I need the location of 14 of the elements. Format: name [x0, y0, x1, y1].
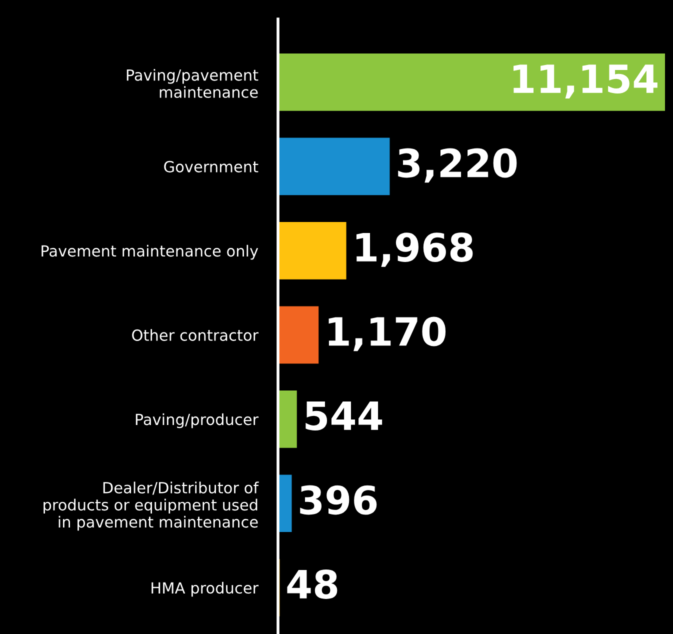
data-label: 48 [287, 570, 338, 599]
y-tick-label: Other contractor [132, 329, 259, 341]
data-label: 3,220 [398, 148, 517, 183]
data-label: 1,170 [328, 316, 446, 352]
y-tick-label: Pavement maintenance only [42, 244, 258, 260]
y-tick-label: Paving/pavement maintenance [126, 68, 258, 98]
y-tick-label: Government [164, 160, 258, 172]
y-tick-label: Paving/producer [136, 413, 259, 428]
data-label: 544 [306, 402, 382, 430]
data-label: 1,968 [356, 232, 473, 267]
y-tick-label: Dealer/Distributor of products or equipment used in pavement maintenance [44, 482, 259, 531]
y-tick-label: HMA producer [152, 582, 259, 597]
data-label: 11,154 [514, 64, 658, 98]
data-label: 396 [300, 485, 377, 515]
